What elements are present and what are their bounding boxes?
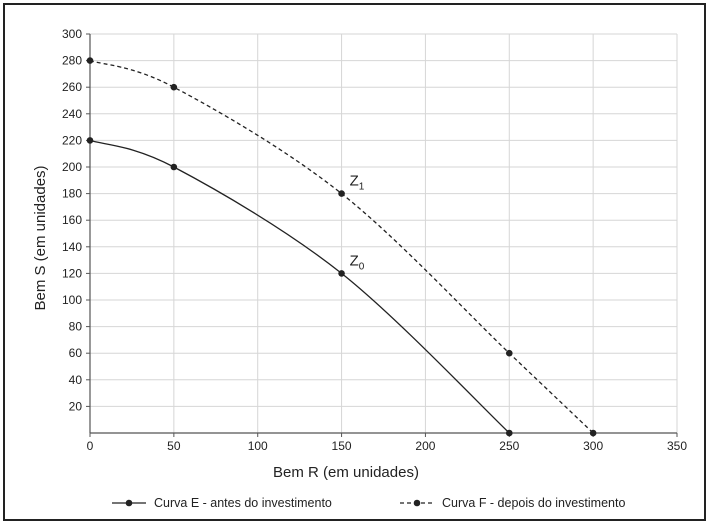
curve-e-point bbox=[170, 163, 178, 171]
y-tick-label: 240 bbox=[62, 107, 82, 121]
curve-e-point bbox=[86, 137, 94, 144]
y-tick-label: 180 bbox=[62, 187, 82, 201]
points-layer bbox=[86, 57, 597, 437]
y-tick-label: 300 bbox=[62, 27, 82, 41]
y-tick-label: 140 bbox=[62, 240, 82, 254]
curve-f-point bbox=[170, 83, 178, 91]
y-tick-label: 260 bbox=[62, 80, 82, 94]
y-axis-label: Bem S (em unidades) bbox=[32, 165, 49, 310]
chart-frame: 0 50 100 150 200 250 300 350 20 40 60 80 100 120 140 16… bbox=[3, 3, 706, 521]
legend-marker bbox=[125, 499, 133, 507]
annotation-z1: Z1 bbox=[350, 173, 365, 193]
x-axis-label: Bem R (em unidades) bbox=[273, 464, 419, 481]
grid bbox=[90, 33, 678, 433]
axes: 0 50 100 150 200 250 300 350 20 40 60 80 100 120 140 16… bbox=[62, 27, 687, 453]
curve-f-point bbox=[589, 429, 597, 437]
x-tick-label: 100 bbox=[248, 439, 268, 453]
annotation-z0: Z0 bbox=[350, 252, 365, 272]
legend-label: Curva F - depois do investimento bbox=[442, 496, 625, 510]
x-tick-label: 50 bbox=[167, 439, 181, 453]
chart: 0 50 100 150 200 250 300 350 20 40 60 80 100 120 140 16… bbox=[32, 27, 687, 510]
curve-f-point bbox=[86, 57, 94, 64]
x-tick-label: 250 bbox=[499, 439, 519, 453]
curve-e-point bbox=[338, 270, 345, 277]
legend: Curva E - antes do investimento Curva F -… bbox=[112, 496, 625, 510]
y-tick-label: 160 bbox=[62, 213, 82, 227]
y-tick-label: 100 bbox=[62, 293, 82, 307]
y-tick-label: 220 bbox=[62, 133, 82, 147]
x-tick-label: 300 bbox=[583, 439, 603, 453]
y-tick-label: 20 bbox=[69, 399, 83, 413]
x-tick-label: 200 bbox=[415, 439, 435, 453]
curve-f-point bbox=[505, 349, 513, 357]
y-tick-label: 40 bbox=[69, 373, 83, 387]
x-tick-label: 350 bbox=[667, 439, 687, 453]
legend-marker bbox=[413, 499, 421, 507]
y-tick-label: 60 bbox=[69, 346, 83, 360]
y-tick-label: 200 bbox=[62, 160, 82, 174]
curve-e-point bbox=[505, 429, 513, 437]
y-tick-label: 120 bbox=[62, 266, 82, 280]
legend-label: Curva E - antes do investimento bbox=[154, 496, 332, 510]
legend-item-curve-e: Curva E - antes do investimento bbox=[112, 496, 332, 510]
y-tick-label: 80 bbox=[69, 320, 83, 334]
x-tick-label: 0 bbox=[87, 439, 94, 453]
legend-item-curve-f: Curva F - depois do investimento bbox=[400, 496, 625, 510]
curve-e-line bbox=[89, 139, 510, 434]
curve-f-point bbox=[338, 190, 345, 197]
y-tick-label: 280 bbox=[62, 54, 82, 68]
annotations-layer: Z0 Z1 bbox=[350, 173, 365, 273]
x-tick-label: 150 bbox=[332, 439, 352, 453]
